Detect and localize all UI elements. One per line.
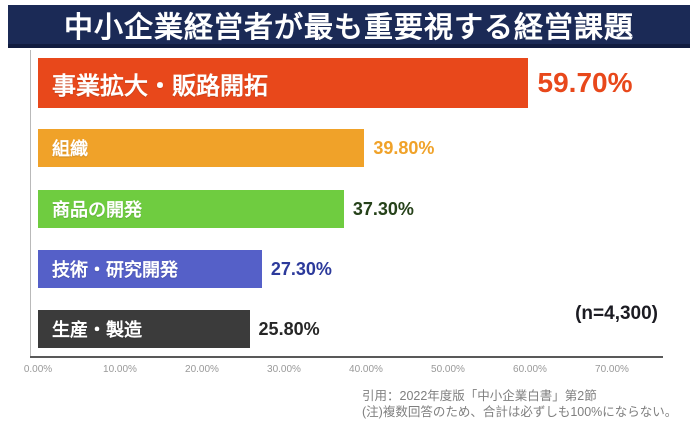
bar: 事業拡大・販路開拓 [38, 58, 528, 108]
bar-label: 技術・研究開発 [52, 260, 178, 280]
bar-row: 組織 39.80% [38, 129, 434, 167]
bar-value-label: 25.80% [258, 318, 320, 339]
chart-footer: 引用：2022年度版「中小企業白書」第2節 (注)複数回答のため、合計は必ずしも… [362, 388, 677, 420]
bar-row: 商品の開発 37.30% [38, 190, 414, 228]
x-axis-tick-label: 60.00% [513, 364, 547, 375]
x-axis-tick-label: 70.00% [595, 364, 629, 375]
bar-label: 商品の開発 [52, 200, 142, 220]
chart-title-banner: 中小企業経営者が最も重要視する経営課題 [8, 5, 690, 48]
bar: 生産・製造 [38, 310, 250, 348]
footnote: (注)複数回答のため、合計は必ずしも100%にならない。 [362, 405, 678, 419]
bar-value-label: 39.80% [373, 137, 435, 158]
x-axis-tick-label: 20.00% [185, 364, 219, 375]
sample-size-label: (n=4,300) [575, 303, 658, 324]
bar-row: 生産・製造 25.80% [38, 310, 320, 348]
x-axis-line [30, 356, 663, 358]
source-citation: 引用：2022年度版「中小企業白書」第2節 [362, 389, 597, 403]
bar-row: 技術・研究開発 27.30% [38, 250, 332, 288]
bar: 技術・研究開発 [38, 250, 262, 288]
bar: 組織 [38, 129, 365, 167]
page-title: 中小企業経営者が最も重要視する経営課題 [63, 11, 634, 44]
bar-label: 生産・製造 [52, 320, 142, 340]
bar-value-label: 27.30% [270, 258, 332, 279]
bar-label: 組織 [52, 139, 88, 159]
y-axis-line [30, 50, 31, 358]
x-axis-tick-label: 40.00% [349, 364, 383, 375]
bar: 商品の開発 [38, 190, 344, 228]
x-axis-tick-label: 50.00% [431, 364, 465, 375]
x-axis-tick-label: 30.00% [267, 364, 301, 375]
x-axis-tick-label: 0.00% [23, 364, 53, 375]
bar-value-label: 37.30% [352, 198, 414, 219]
x-axis-tick-label: 10.00% [103, 364, 137, 375]
bar-label: 事業拡大・販路開拓 [52, 72, 268, 100]
bar-row: 事業拡大・販路開拓 59.70% [38, 58, 633, 108]
bar-value-label: 59.70% [537, 67, 633, 98]
